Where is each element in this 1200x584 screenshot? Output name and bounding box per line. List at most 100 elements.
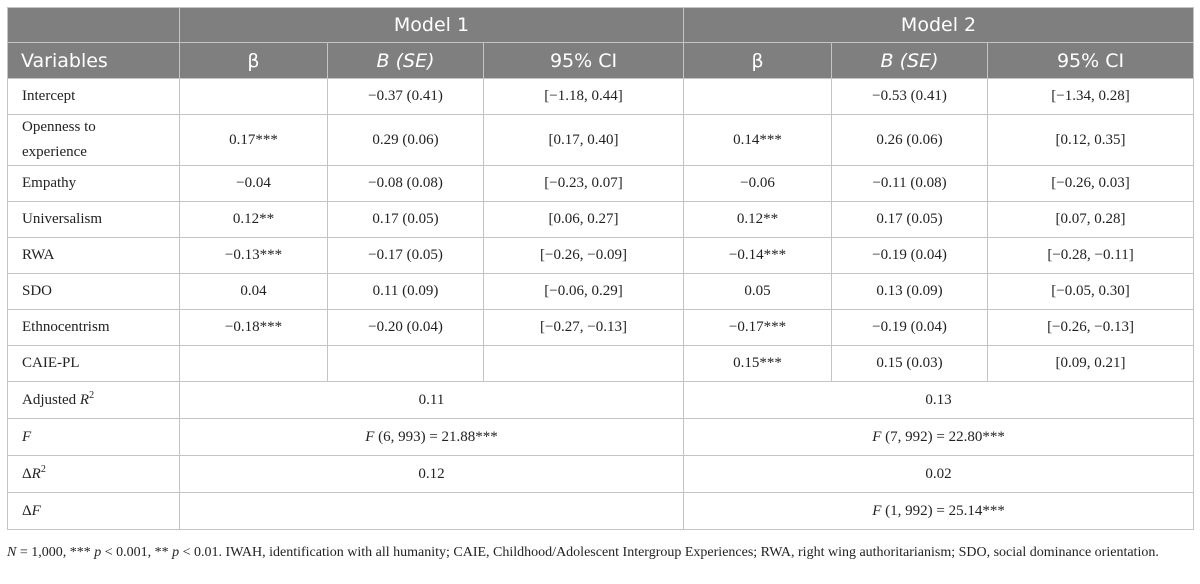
m2-b-se-cell: −0.53 (0.41) <box>831 78 989 115</box>
table-row-delta-f: ΔF F (1, 992) = 25.14*** <box>7 492 1195 530</box>
row-label: CAIE-PL <box>7 345 180 382</box>
m2-beta-cell <box>683 78 833 115</box>
table-row-delta-r2: ΔR2 0.12 0.02 <box>7 455 1195 493</box>
m1-b-se-cell: 0.29 (0.06) <box>327 114 484 166</box>
m1-b-se-cell: −0.17 (0.05) <box>327 237 484 274</box>
m2-stat-cell: F (7, 992) = 22.80*** <box>683 418 1195 456</box>
m2-ci-cell: [−0.26, −0.13] <box>987 309 1195 346</box>
m2-ci-cell: [−0.28, −0.11] <box>987 237 1195 274</box>
m2-ci-cell: [0.09, 0.21] <box>987 345 1195 382</box>
table-row-openness: Openness to experience 0.17*** 0.29 (0.0… <box>7 114 1195 166</box>
m2-stat-cell: 0.13 <box>683 381 1195 419</box>
m1-stat-cell: 0.12 <box>178 455 685 493</box>
label-superscript: 2 <box>40 463 46 475</box>
row-label: Openness to experience <box>7 114 180 166</box>
m1-beta-cell <box>179 345 328 382</box>
m1-ci-cell: [−0.06, 0.29] <box>482 273 685 310</box>
m2-stat-cell: 0.02 <box>683 455 1195 493</box>
header-m2-beta: β <box>683 42 833 79</box>
m1-beta-cell: 0.17*** <box>179 114 328 166</box>
m2-beta-cell: 0.05 <box>683 273 833 310</box>
row-label: F <box>7 418 180 456</box>
m1-ci-cell <box>482 345 685 382</box>
row-label: Ethnocentrism <box>7 309 180 346</box>
header-row-models: Model 1 Model 2 <box>7 7 1195 43</box>
stat-value: (1, 992) = 25.14*** <box>881 502 1005 519</box>
m1-ci-cell: [0.06, 0.27] <box>482 201 685 238</box>
regression-table-container: Model 1 Model 2 Variables β B (SE) 95% C… <box>7 7 1195 530</box>
m1-stat-cell <box>178 492 685 530</box>
m2-beta-cell: −0.17*** <box>683 309 833 346</box>
row-label: Intercept <box>7 78 180 115</box>
label-variable: R <box>79 391 90 408</box>
m1-beta-cell: 0.04 <box>179 273 328 310</box>
m1-beta-cell: 0.12** <box>179 201 328 238</box>
footnote-p: p <box>172 545 180 560</box>
m1-beta-cell: −0.18*** <box>179 309 328 346</box>
label-delta: Δ <box>22 502 32 519</box>
m2-b-se-cell: −0.11 (0.08) <box>831 165 989 202</box>
m2-beta-cell: −0.06 <box>683 165 833 202</box>
label-text: Adjusted <box>22 391 80 408</box>
row-label: RWA <box>7 237 180 274</box>
m1-b-se-cell: 0.17 (0.05) <box>327 201 484 238</box>
table-row-intercept: Intercept −0.37 (0.41) [−1.18, 0.44] −0.… <box>7 78 1195 115</box>
m2-b-se-cell: 0.15 (0.03) <box>831 345 989 382</box>
footnote-p: p <box>94 545 102 560</box>
m2-beta-cell: −0.14*** <box>683 237 833 274</box>
m2-b-se-cell: −0.19 (0.04) <box>831 237 989 274</box>
m1-ci-cell: [−0.27, −0.13] <box>482 309 685 346</box>
header-m1-beta: β <box>179 42 328 79</box>
header-model-1: Model 1 <box>178 7 685 43</box>
table-row-universalism: Universalism 0.12** 0.17 (0.05) [0.06, 0… <box>7 201 1195 238</box>
header-m2-b-se: B (SE) <box>831 42 989 79</box>
row-label: Adjusted R2 <box>7 381 180 419</box>
footnote-text: = 1,000, *** <box>16 545 95 560</box>
table-row-rwa: RWA −0.13*** −0.17 (0.05) [−0.26, −0.09]… <box>7 237 1195 274</box>
row-label: Universalism <box>7 201 180 238</box>
m2-ci-cell: [0.07, 0.28] <box>987 201 1195 238</box>
label-variable: F <box>31 502 41 519</box>
m1-beta-cell <box>179 78 328 115</box>
header-m2-ci: 95% CI <box>987 42 1195 79</box>
stat-value: (7, 992) = 22.80*** <box>881 428 1005 445</box>
header-row-columns: Variables β B (SE) 95% CI β B (SE) 95% C… <box>7 42 1195 79</box>
m2-b-se-cell: −0.19 (0.04) <box>831 309 989 346</box>
label-variable: R <box>31 465 41 482</box>
row-label-line-2: experience <box>22 144 87 160</box>
footnote-n: N <box>7 545 17 560</box>
row-label: Empathy <box>7 165 180 202</box>
table-row-sdo: SDO 0.04 0.11 (0.09) [−0.06, 0.29] 0.05 … <box>7 273 1195 310</box>
m1-beta-cell: −0.13*** <box>179 237 328 274</box>
m1-ci-cell: [−0.23, 0.07] <box>482 165 685 202</box>
m1-stat-cell: 0.11 <box>178 381 685 419</box>
stat-value: (6, 993) = 21.88*** <box>374 428 498 445</box>
header-model-2: Model 2 <box>683 7 1195 43</box>
m2-b-se-cell: 0.17 (0.05) <box>831 201 989 238</box>
m1-b-se-cell: 0.11 (0.09) <box>327 273 484 310</box>
m2-beta-cell: 0.15*** <box>683 345 833 382</box>
table-row-adjusted-r2: Adjusted R2 0.11 0.13 <box>7 381 1195 419</box>
footnote-text: < 0.001, ** <box>101 545 173 560</box>
m2-stat-cell: F (1, 992) = 25.14*** <box>683 492 1195 530</box>
table-footnote: N = 1,000, *** p < 0.001, ** p < 0.01. I… <box>7 542 1187 563</box>
m2-ci-cell: [−0.05, 0.30] <box>987 273 1195 310</box>
m2-b-se-cell: 0.13 (0.09) <box>831 273 989 310</box>
regression-table: Model 1 Model 2 Variables β B (SE) 95% C… <box>7 7 1195 530</box>
m2-ci-cell: [0.12, 0.35] <box>987 114 1195 166</box>
label-superscript: 2 <box>89 389 95 401</box>
m2-b-se-cell: 0.26 (0.06) <box>831 114 989 166</box>
m1-b-se-cell: −0.20 (0.04) <box>327 309 484 346</box>
row-label: ΔR2 <box>7 455 180 493</box>
stat-variable: F <box>872 502 882 519</box>
header-variables: Variables <box>7 42 180 79</box>
stat-variable: F <box>365 428 375 445</box>
m1-stat-cell: F (6, 993) = 21.88*** <box>178 418 685 456</box>
m1-ci-cell: [0.17, 0.40] <box>482 114 685 166</box>
header-m1-ci: 95% CI <box>482 42 685 79</box>
m1-beta-cell: −0.04 <box>179 165 328 202</box>
header-empty-cell <box>7 7 180 43</box>
m1-b-se-cell: −0.37 (0.41) <box>327 78 484 115</box>
row-label: ΔF <box>7 492 180 530</box>
table-row-ethnocentrism: Ethnocentrism −0.18*** −0.20 (0.04) [−0.… <box>7 309 1195 346</box>
